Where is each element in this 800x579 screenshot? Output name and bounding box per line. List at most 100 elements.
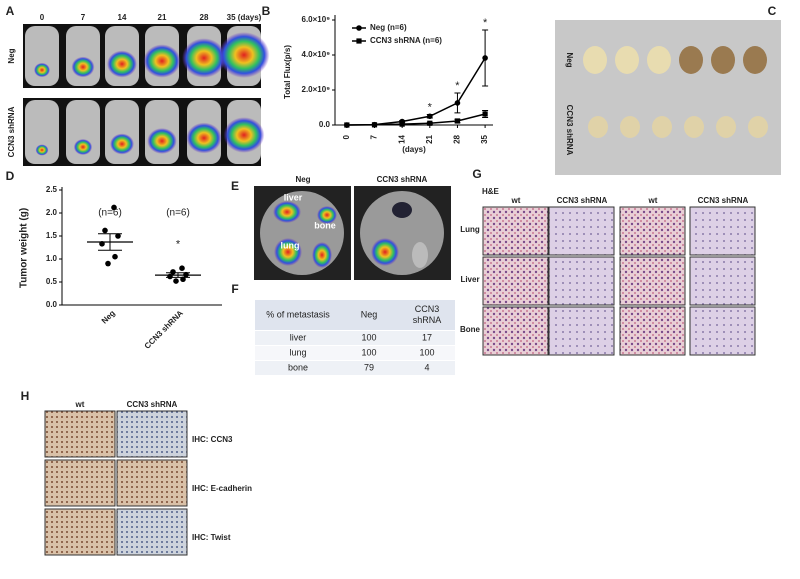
- tumor: [748, 116, 768, 138]
- point: [344, 122, 350, 128]
- signal: [218, 32, 270, 78]
- row-label: Liver: [460, 275, 479, 284]
- point: [454, 100, 461, 106]
- point: [427, 120, 433, 126]
- signal: [35, 144, 49, 156]
- table-cell: 100: [361, 332, 376, 342]
- tumor: [652, 116, 672, 138]
- day-label: 28: [200, 13, 209, 22]
- label: CCN3 shRNA: [7, 106, 16, 157]
- column-label: CCN3 shRNA: [127, 400, 178, 409]
- x-tick-label: 14: [397, 134, 406, 143]
- y-tick-label: 2.0: [46, 208, 58, 217]
- tumor: [679, 46, 703, 74]
- x-tick-label: 28: [453, 134, 462, 143]
- panel-label: E: [231, 179, 239, 193]
- legend-label: Neg (n=6): [370, 23, 407, 32]
- organ: [412, 242, 428, 268]
- table-cell: lung: [289, 347, 306, 357]
- panel-label: C: [768, 4, 777, 18]
- row-label: IHC: CCN3: [192, 435, 233, 444]
- panel-label: B: [262, 4, 271, 18]
- ihc-image: [44, 459, 116, 507]
- tumor: [743, 46, 767, 74]
- signal: [143, 44, 181, 78]
- significance: *: [428, 101, 433, 113]
- signal: [34, 62, 50, 78]
- stain-label: H&E: [482, 187, 500, 196]
- n-label: (n=6): [166, 208, 190, 219]
- ihc-image: [116, 459, 188, 507]
- point: [371, 122, 378, 128]
- column-label: wt: [75, 400, 85, 409]
- point: [105, 260, 111, 267]
- column-label: wt: [511, 196, 521, 205]
- table-cell: bone: [288, 362, 308, 372]
- organ-label: bone: [314, 220, 336, 230]
- signal: [107, 50, 137, 78]
- y-tick-label: 1.5: [46, 231, 58, 240]
- table-header: % of metastasis: [266, 309, 330, 319]
- y-axis-label: Tumor weight (g): [19, 208, 30, 288]
- y-tick-label: 0.0: [319, 120, 331, 129]
- signal: [223, 117, 265, 153]
- mouse: [25, 100, 59, 164]
- table-cell: 100: [419, 347, 434, 357]
- signal: [317, 206, 337, 224]
- organ-label: liver: [284, 192, 303, 202]
- significance: *: [176, 239, 181, 251]
- day-label: 21: [158, 13, 167, 22]
- histology-image: [619, 306, 686, 356]
- row-label: Neg: [565, 52, 574, 67]
- legend-marker: [356, 25, 362, 31]
- histology-image: [548, 256, 615, 306]
- table-cell: liver: [290, 332, 307, 342]
- column-label: Neg: [295, 175, 310, 184]
- table-row: [255, 361, 455, 375]
- legend-marker: [356, 38, 362, 44]
- point: [427, 113, 433, 120]
- signal: [147, 128, 177, 154]
- tumor: [716, 116, 736, 138]
- y-tick-label: 6.0×10⁹: [302, 15, 331, 24]
- row-label: Bone: [460, 325, 481, 334]
- histology-image: [689, 306, 756, 356]
- table-cell: 17: [422, 332, 432, 342]
- table-cell: 100: [361, 347, 376, 357]
- y-tick-label: 2.0×10⁹: [302, 85, 331, 94]
- label: Neg: [7, 48, 16, 63]
- histology-image: [548, 206, 615, 256]
- panel-label: A: [6, 4, 15, 18]
- y-tick-label: 0.5: [46, 277, 58, 286]
- point: [454, 118, 461, 124]
- ihc-image: [116, 410, 188, 458]
- point: [102, 227, 108, 234]
- table-header: Neg: [361, 309, 378, 319]
- signal: [371, 238, 399, 266]
- panel-label: D: [6, 169, 15, 183]
- y-tick-label: 4.0×10⁹: [302, 50, 331, 59]
- table-row: [255, 331, 455, 345]
- tumor: [620, 116, 640, 138]
- table-header-line: CCN3: [415, 304, 440, 314]
- point: [482, 111, 488, 117]
- table-row: [255, 346, 455, 360]
- tumor: [711, 46, 735, 74]
- significance: *: [483, 17, 488, 29]
- mouse: [25, 26, 59, 86]
- day-label: 35 (days): [227, 13, 262, 22]
- histology-image: [482, 306, 549, 356]
- tumor: [588, 116, 608, 138]
- point: [111, 204, 117, 211]
- axis: [61, 187, 222, 306]
- error-bar: [98, 233, 122, 251]
- row-label: CCN3 shRNA: [565, 105, 574, 156]
- series-line: [346, 113, 486, 126]
- row-label: Lung: [460, 225, 480, 234]
- panel-label: H: [21, 389, 30, 403]
- panel-label: G: [472, 167, 481, 181]
- signal: [73, 138, 93, 156]
- n-label: (n=6): [98, 208, 122, 219]
- x-tick-label: 35: [480, 134, 489, 143]
- point: [179, 265, 185, 272]
